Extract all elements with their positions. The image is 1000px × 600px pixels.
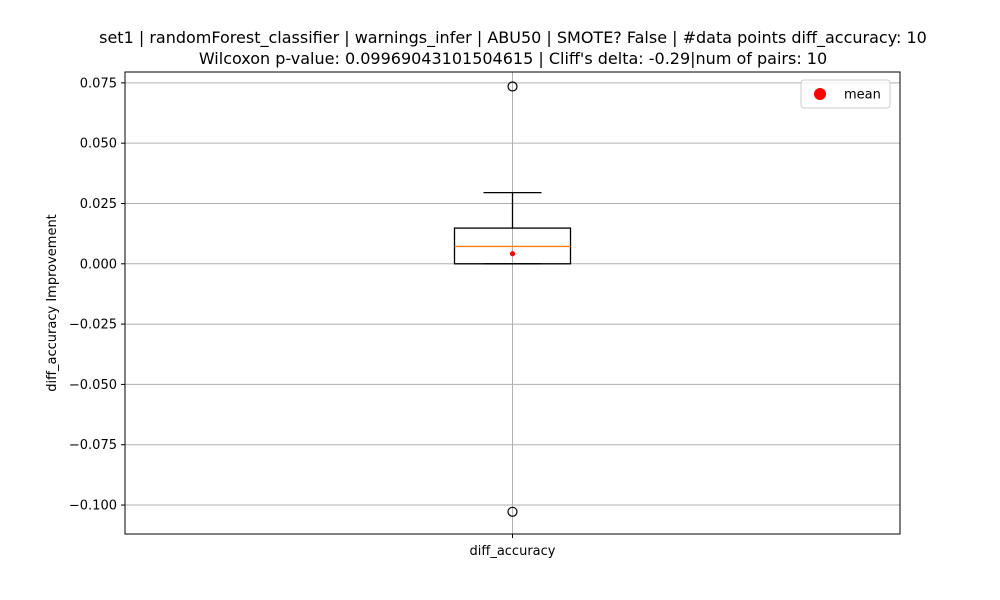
y-tick-label: −0.025 <box>69 318 117 333</box>
y-tick-label: 0.075 <box>80 76 117 91</box>
box-group <box>453 81 572 517</box>
y-tick-label: −0.075 <box>69 438 117 453</box>
y-tick-label: −0.050 <box>69 378 117 393</box>
y-tick-label: 0.050 <box>80 137 117 152</box>
legend-marker-mean <box>814 88 826 100</box>
legend-label-mean: mean <box>844 88 881 103</box>
legend: mean <box>800 79 891 109</box>
outlier-point <box>507 506 518 517</box>
outlier-point <box>507 81 518 92</box>
x-tick-label: diff_accuracy <box>470 544 556 559</box>
y-tick-label: 0.025 <box>80 197 117 212</box>
legend-frame <box>800 79 891 109</box>
y-axis: 0.075 0.050 0.025 0.000 −0.025 −0.050 −0.075 −0… <box>69 76 125 514</box>
grid-lines <box>125 72 900 534</box>
y-tick-label: −0.100 <box>69 499 117 514</box>
mean-point <box>509 251 516 257</box>
plot-area-frame <box>124 71 901 535</box>
chart-subtitle: Wilcoxon p-value: 0.09969043101504615 | … <box>199 49 827 68</box>
y-axis-label: diff_accuracy Improvement <box>45 214 60 392</box>
y-tick-label: 0.000 <box>80 257 117 272</box>
chart-title: set1 | randomForest_classifier | warning… <box>99 28 927 48</box>
x-axis: diff_accuracy <box>470 534 556 559</box>
